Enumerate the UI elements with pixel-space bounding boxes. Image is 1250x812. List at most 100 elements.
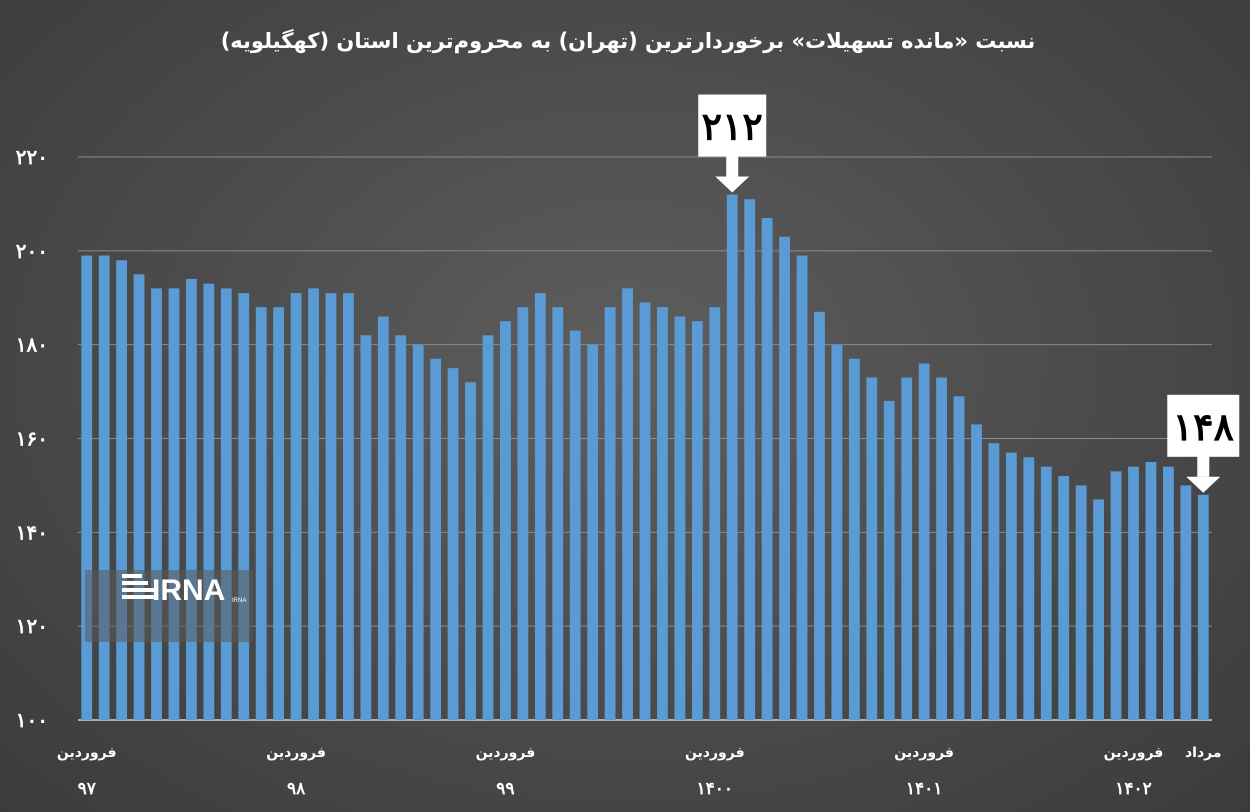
bar (918, 363, 930, 720)
bar (290, 293, 302, 720)
bar (639, 302, 651, 720)
y-tick-label: ۱۲۰ (16, 614, 48, 638)
bar (883, 400, 895, 720)
bar (308, 288, 319, 720)
bar (953, 396, 965, 720)
y-tick-label: ۲۰۰ (16, 239, 48, 263)
bar (517, 307, 529, 720)
bar (552, 307, 564, 720)
bar (744, 199, 756, 721)
down-arrow-icon (715, 176, 750, 193)
bar (848, 358, 860, 720)
bar (255, 307, 267, 720)
chart-title: نسبت «مانده تسهیلات» برخوردارترین (تهران… (221, 28, 1036, 53)
callout-value: ۱۴۸ (1173, 404, 1235, 449)
x-tick-year: ۱۴۰۱ (906, 779, 943, 799)
bar (1040, 466, 1052, 720)
bar (1093, 499, 1105, 720)
y-tick-label: ۱۰۰ (16, 708, 48, 732)
bar (622, 288, 633, 720)
bar (81, 255, 93, 720)
bar (1058, 476, 1070, 720)
annotation-callout: ۲۱۲ (698, 94, 767, 193)
bar (534, 293, 546, 720)
bar (1110, 471, 1122, 720)
bars (81, 194, 1209, 721)
bar (936, 377, 947, 720)
callout-box (698, 94, 767, 157)
bar (726, 194, 738, 721)
bar (604, 307, 616, 720)
bar (412, 344, 424, 720)
bar (325, 293, 337, 720)
x-tick-year: ۹۸ (287, 779, 306, 799)
bar (1162, 466, 1174, 720)
bar (1128, 466, 1139, 720)
down-arrow-icon (1186, 476, 1221, 493)
logo-emblem-icon (122, 574, 154, 599)
bar (447, 368, 459, 720)
bar (1180, 485, 1192, 720)
bar (395, 335, 407, 720)
callout-arrow-shaft (726, 155, 739, 177)
bar (1023, 457, 1035, 720)
logo-text: IRNA (152, 574, 225, 607)
bar (1075, 485, 1087, 720)
annotations: ۲۱۲ ۱۴۸ (698, 94, 1240, 493)
bar (901, 377, 913, 720)
bar (814, 311, 825, 720)
x-tick-month: فروردین (476, 745, 536, 761)
x-tick-month: فروردین (894, 745, 954, 761)
bar (343, 293, 354, 720)
bar (1145, 461, 1157, 720)
bar (587, 344, 599, 720)
bar (866, 377, 878, 720)
bar (1005, 452, 1017, 720)
x-tick-year: ۱۴۰۲ (1115, 779, 1152, 799)
bar (779, 236, 790, 720)
bar (482, 335, 494, 720)
bar (465, 382, 476, 720)
bar (185, 278, 197, 720)
y-tick-label: ۲۲۰ (16, 145, 48, 169)
x-tick-year: ۹۷ (78, 779, 97, 799)
bar (831, 344, 843, 720)
y-axis-ticks: ۱۰۰ ۱۲۰ ۱۴۰ ۱۶۰ ۱۸۰ ۲۰۰ ۲۲۰ (16, 145, 48, 732)
y-tick-label: ۱۸۰ (16, 333, 48, 357)
bar (569, 330, 581, 720)
bar (657, 307, 668, 720)
x-tick-month: فروردین (685, 745, 745, 761)
logo-backdrop (85, 570, 253, 642)
logo-subtext: IRNA (232, 598, 246, 604)
bar (674, 316, 686, 720)
annotation-callout: ۱۴۸ (1167, 394, 1240, 493)
bar (360, 335, 372, 720)
bar (761, 217, 773, 720)
bar (709, 307, 721, 720)
bar (238, 293, 250, 720)
bar (500, 321, 511, 720)
bar (203, 283, 215, 720)
bar (220, 288, 232, 720)
bar (151, 288, 162, 720)
bar (273, 307, 285, 720)
bar (168, 288, 180, 720)
bar (1197, 494, 1209, 720)
x-tick-year: ۹۹ (496, 779, 514, 799)
bar (796, 255, 808, 720)
callout-value: ۲۱۲ (702, 104, 763, 149)
bar (377, 316, 389, 720)
x-tick-month: فروردین (1104, 745, 1164, 761)
bar (133, 274, 145, 720)
irna-logo: IRNA IRNA (85, 570, 253, 642)
x-axis-labels: فروردین ۹۷ فروردین ۹۸ فروردین ۹۹ فروردین ۱۴۰۰ فر… (57, 745, 1222, 799)
x-tick-month: مرداد (1185, 745, 1222, 761)
callout-arrow-shaft (1197, 455, 1210, 477)
bar (116, 260, 128, 720)
y-tick-label: ۱۶۰ (16, 427, 48, 451)
bar (430, 358, 442, 720)
callout-box (1167, 394, 1240, 457)
bar (971, 424, 982, 720)
x-tick-month: فروردین (266, 745, 326, 761)
